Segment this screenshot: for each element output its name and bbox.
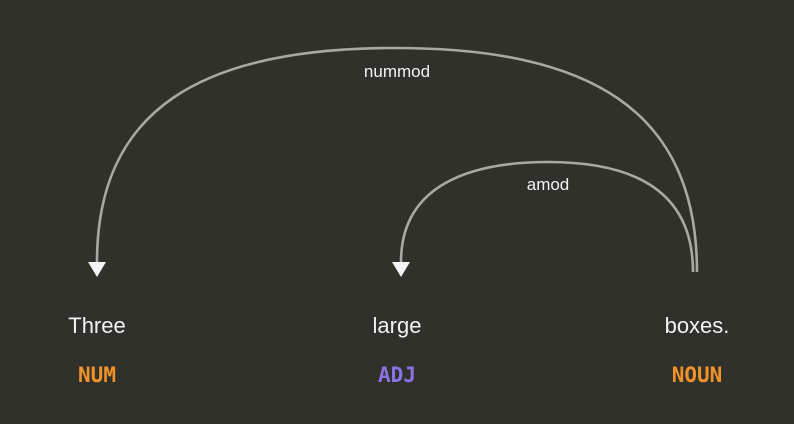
arc-amod: amod	[392, 160, 695, 277]
arc-nummod: nummod	[88, 46, 699, 277]
arc-amod-label: amod	[527, 175, 570, 194]
token-large: large ADJ	[373, 313, 422, 387]
token-pos-tag: ADJ	[378, 363, 416, 387]
token-pos-tag: NOUN	[672, 363, 723, 387]
arc-amod-path	[399, 160, 695, 273]
arc-amod-arrow-icon	[392, 262, 410, 277]
token-word: large	[373, 313, 422, 338]
token-word: boxes.	[665, 313, 730, 338]
arc-nummod-path	[95, 46, 699, 273]
token-three: Three NUM	[68, 313, 125, 387]
arc-nummod-arrow-icon	[88, 262, 106, 277]
token-word: Three	[68, 313, 125, 338]
arc-nummod-label: nummod	[364, 62, 430, 81]
token-pos-tag: NUM	[78, 363, 116, 387]
token-boxes: boxes. NOUN	[665, 313, 730, 387]
